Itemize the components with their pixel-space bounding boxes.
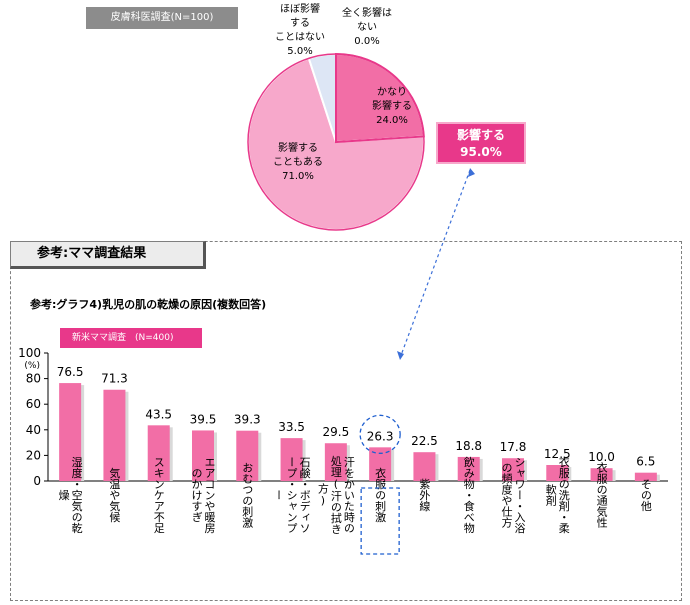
bar-12 [590, 468, 613, 481]
category-label-text: 気温や気候 [108, 466, 121, 523]
bar-value-label: 39.5 [190, 412, 217, 426]
total-influence-badge: 影響する 95.0% [436, 122, 526, 164]
category-label-text: 衣服の洗剤・柔 [557, 455, 570, 534]
category-label-text: 汗をかいた時の [342, 456, 355, 533]
y-tick-label: 20 [26, 448, 41, 462]
category-label-text: 湿度・空気の乾 [70, 456, 83, 533]
pie-slice-name: 全く影響は ない [342, 8, 392, 33]
pie-slice-label-2: ほぼ影響 する ことはない 5.0% [262, 3, 338, 59]
category-label-text: ープ・シャンプ [285, 457, 298, 534]
bar-7 [369, 447, 392, 481]
pie-slice-label-3: 全く影響は ない 0.0% [336, 7, 398, 49]
category-label-text: その他 [639, 479, 652, 512]
category-label-7: 衣服の刺激 [374, 466, 387, 523]
category-label-11: 衣服の洗剤・柔軟剤 [544, 455, 570, 534]
category-label-text: 飲み物・食べ物 [462, 455, 475, 533]
connector-arrowhead-top [468, 168, 475, 177]
category-label-text: シャワー・入浴 [513, 457, 526, 535]
category-label-4: おむつの刺激 [241, 462, 254, 529]
category-label-9: 飲み物・食べ物 [462, 455, 475, 533]
bar-8 [413, 452, 436, 481]
category-label-text: 衣服の通気性 [595, 461, 608, 529]
category-label-text: のかけすぎ [190, 468, 203, 523]
y-tick-label: 60 [26, 397, 41, 411]
pie-slice-value: 5.0% [287, 46, 313, 57]
bar-11 [546, 465, 569, 481]
bar-value-label: 22.5 [411, 434, 438, 448]
y-tick-label: 40 [26, 423, 41, 437]
bar-2 [147, 425, 170, 481]
pie-slice-value: 24.0% [376, 115, 408, 126]
bar-value-label: 18.8 [455, 439, 482, 453]
highlight-label-box [360, 487, 400, 555]
category-label-12: 衣服の通気性 [595, 461, 608, 529]
bar-9 [457, 456, 480, 481]
pie-slice-name: かなり 影響する [372, 87, 412, 112]
bar-value-label: 39.3 [234, 413, 261, 427]
mama-survey-label: 新米ママ調査 (N=400) [60, 328, 202, 348]
connector-arrowhead-bottom [397, 351, 404, 360]
y-tick-label: 80 [26, 372, 41, 386]
bar-value-label: 43.5 [145, 407, 172, 421]
survey-source-label: 皮膚科医調査(N=100) [86, 7, 238, 29]
category-label-text: 燥 [57, 489, 70, 501]
bar-0 [59, 383, 82, 481]
category-label-text: 処理(汗の拭き [329, 455, 342, 534]
category-label-text: 方) [316, 482, 329, 507]
pie-slice-value: 71.0% [282, 171, 314, 182]
pie-rim [247, 53, 425, 231]
y-axis-unit: (%) [24, 361, 40, 371]
bar-4 [236, 430, 259, 481]
bar-value-label: 26.3 [367, 429, 394, 443]
pie-slice-value: 0.0% [354, 36, 380, 47]
bar-5 [280, 438, 303, 481]
category-label-text: 石鹸・ボディソ [298, 457, 311, 534]
category-label-1: 気温や気候 [108, 466, 121, 523]
bar-1 [103, 389, 126, 481]
bar-6 [324, 443, 347, 481]
bar-value-label: 12.5 [544, 447, 571, 461]
bar-value-label: 10.0 [588, 450, 615, 464]
category-label-2: スキンケア不足 [152, 457, 165, 534]
category-label-13: その他 [639, 479, 652, 512]
y-tick-label: 100 [18, 346, 41, 360]
highlight-circle [359, 414, 401, 454]
bar-value-label: 17.8 [500, 440, 527, 454]
category-label-text: スキンケア不足 [152, 457, 165, 534]
category-label-text: ー [272, 490, 285, 501]
bar-10 [502, 458, 524, 481]
bar-3 [192, 430, 214, 481]
pie-slice-name: ほぼ影響 する ことはない [275, 4, 325, 43]
reference-panel [10, 241, 682, 601]
category-label-text: 衣服の刺激 [374, 466, 387, 523]
bar-value-label: 6.5 [636, 455, 655, 469]
pie-slice-name: 影響する こともある [273, 143, 323, 168]
bar-value-label: 76.5 [57, 365, 84, 379]
category-label-text: の頻度や仕方 [500, 462, 513, 528]
pie-slice-label-1: 影響する こともある 71.0% [262, 142, 334, 184]
y-tick-label: 0 [33, 474, 41, 488]
total-influence-label: 影響する [456, 128, 505, 142]
bar-13 [634, 472, 657, 481]
bar-value-label: 71.3 [101, 372, 128, 386]
bar-chart-title: 参考:グラフ4)乳児の肌の乾燥の原因(複数回答) [30, 298, 267, 311]
category-label-text: 軟剤 [544, 483, 557, 507]
total-influence-value: 95.0% [460, 145, 502, 159]
category-label-8: 紫外線 [418, 478, 431, 511]
category-label-text: 紫外線 [418, 478, 431, 511]
category-label-text: おむつの刺激 [241, 462, 254, 529]
bar-value-label: 33.5 [278, 420, 305, 434]
reference-header: 参考:ママ調査結果 [10, 241, 206, 269]
bar-value-label: 29.5 [322, 425, 349, 439]
pie-slice-label-0: かなり 影響する 24.0% [356, 86, 428, 128]
category-label-text: エアコンや暖房 [203, 457, 216, 535]
